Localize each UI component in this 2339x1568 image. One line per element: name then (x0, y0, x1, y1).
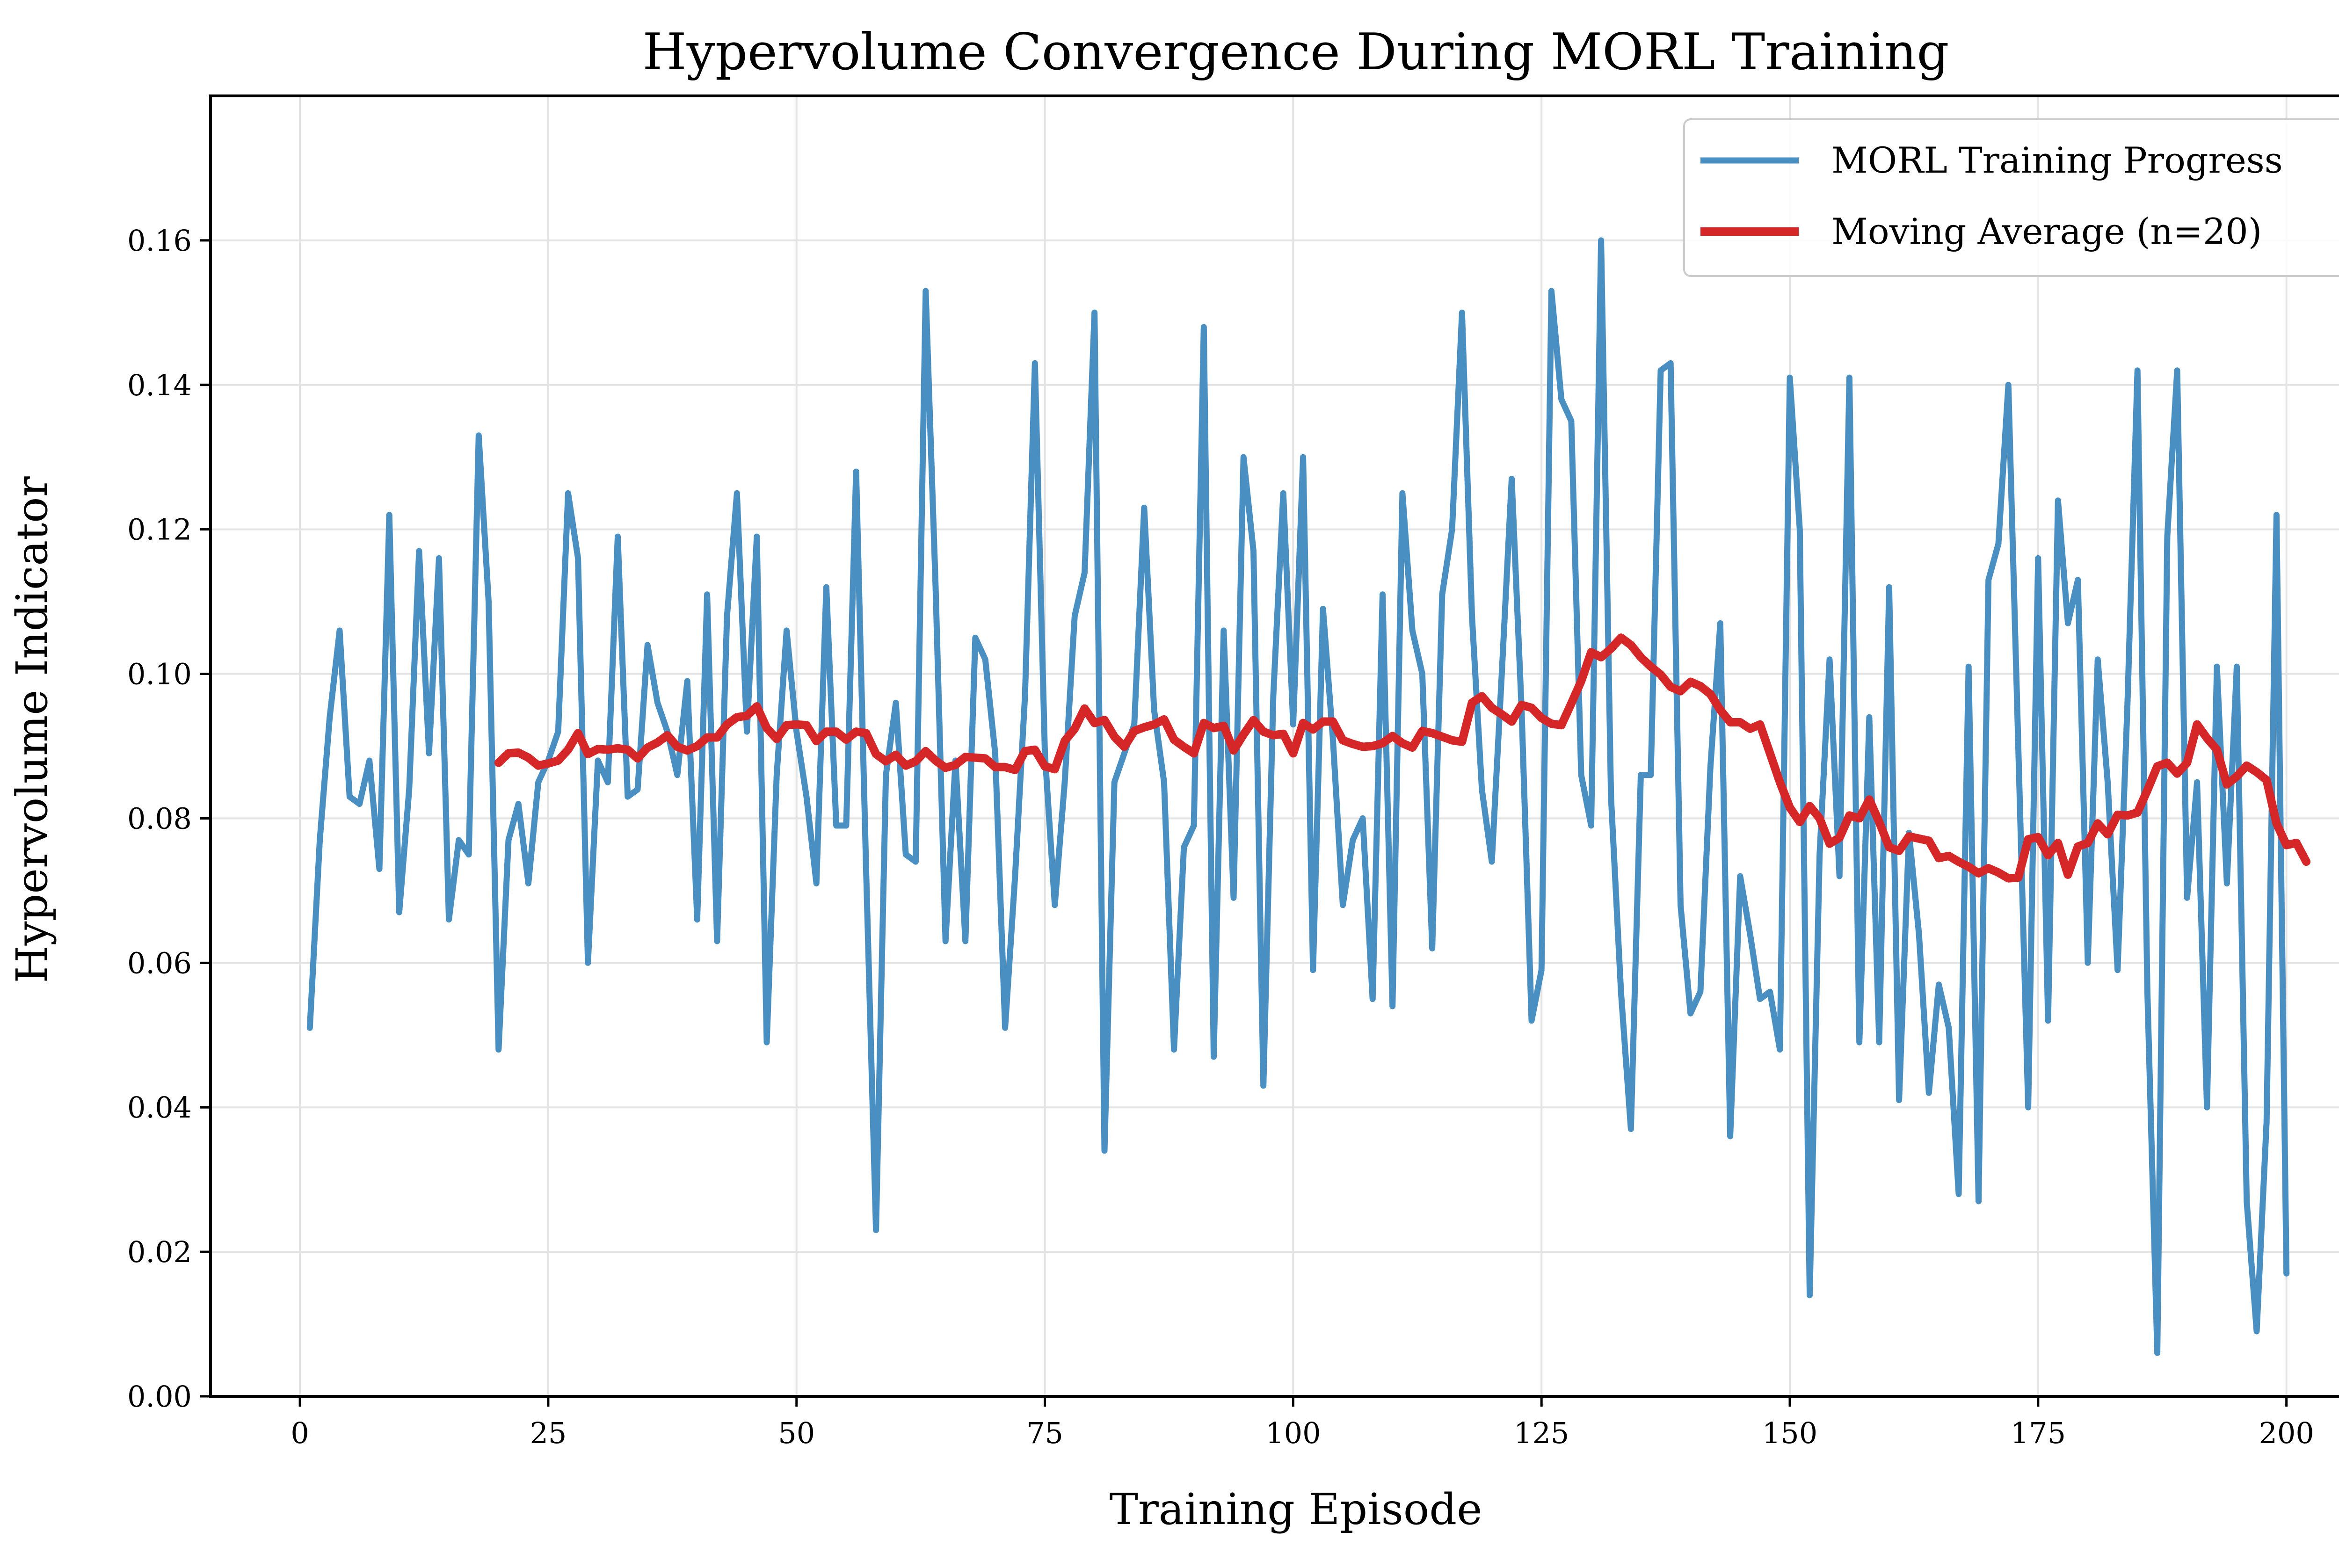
chart-title: Hypervolume Convergence During MORL Trai… (643, 23, 1949, 81)
y-tick-label: 0.00 (127, 1379, 192, 1414)
legend-label: Moving Average (n=20) (1831, 211, 2262, 252)
x-tick-label: 100 (1265, 1416, 1321, 1450)
plot-frame (209, 94, 2339, 1398)
y-tick-label: 0.12 (127, 513, 192, 547)
x-tick-label: 200 (2259, 1416, 2314, 1450)
x-tick-label: 75 (1026, 1416, 1063, 1450)
legend-box (1683, 118, 2339, 277)
series-0 (306, 237, 2290, 1356)
y-tick-label: 0.08 (127, 801, 192, 835)
legend: MORL Training Progress Moving Average (n=… (1683, 118, 2339, 277)
y-tick-label: 0.06 (127, 946, 192, 980)
plot-series (306, 237, 2311, 1356)
y-axis-title: Hypervolume Indicator (7, 476, 57, 983)
legend-label: MORL Training Progress (1831, 139, 2283, 181)
y-tick-label: 0.04 (127, 1090, 192, 1125)
y-tick-label: 0.14 (127, 368, 192, 402)
series-line (494, 633, 2311, 883)
x-tick-label: 125 (1514, 1416, 1569, 1450)
x-axis-title: Training Episode (1109, 1484, 1482, 1534)
x-tick-label: 150 (1762, 1416, 1817, 1450)
x-tick-label: 175 (2011, 1416, 2066, 1450)
y-tick-label: 0.02 (127, 1235, 192, 1269)
x-tick-label: 25 (530, 1416, 567, 1450)
x-tick-label: 50 (778, 1416, 815, 1450)
series-1 (494, 633, 2311, 883)
x-tick-label: 0 (291, 1416, 309, 1450)
y-tick-label: 0.10 (127, 657, 192, 691)
axis-ticks: 0 25 50 75 100 125 150 175 200 0.00 0.02 0.04 0.06 0.… (127, 224, 2314, 1450)
y-tick-label: 0.16 (127, 224, 192, 258)
series-line (306, 237, 2290, 1356)
